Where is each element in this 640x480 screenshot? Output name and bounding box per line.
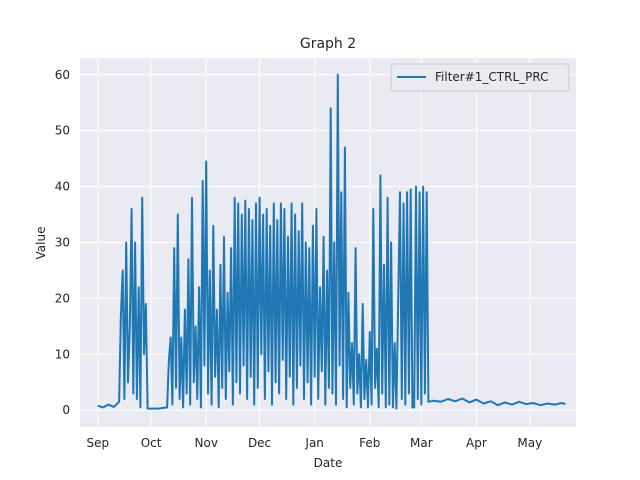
series-line	[97, 73, 566, 410]
y-tick-label: 10	[55, 347, 70, 361]
x-tick-label: Apr	[466, 436, 487, 450]
y-tick-label: 0	[62, 403, 70, 417]
legend-label: Filter#1_CTRL_PRC	[435, 70, 549, 84]
x-tick-label: Nov	[195, 436, 218, 450]
x-axis-label: Date	[314, 456, 343, 470]
series-layer	[97, 73, 566, 410]
y-tick-label: 20	[55, 291, 70, 305]
y-tick-label: 60	[55, 68, 70, 82]
x-axis-ticks: Sep Oct Nov Dec Jan Feb Mar Apr May	[86, 436, 542, 450]
legend-box	[390, 63, 570, 92]
x-tick-label: May	[517, 436, 542, 450]
y-axis-ticks: 0 10 20 30 40 50 60	[55, 68, 70, 417]
x-tick-label: Oct	[141, 436, 162, 450]
x-tick-label: Dec	[248, 436, 271, 450]
legend: Filter#1_CTRL_PRC	[390, 63, 570, 92]
x-tick-label: Feb	[359, 436, 380, 450]
y-tick-label: 40	[55, 180, 70, 194]
x-tick-label: Sep	[86, 436, 109, 450]
y-tick-label: 50	[55, 124, 70, 138]
x-tick-label: Jan	[304, 436, 324, 450]
x-tick-label: Mar	[410, 436, 433, 450]
y-tick-label: 30	[55, 236, 70, 250]
y-axis-label: Value	[34, 227, 48, 260]
chart-title: Graph 2	[300, 36, 356, 52]
